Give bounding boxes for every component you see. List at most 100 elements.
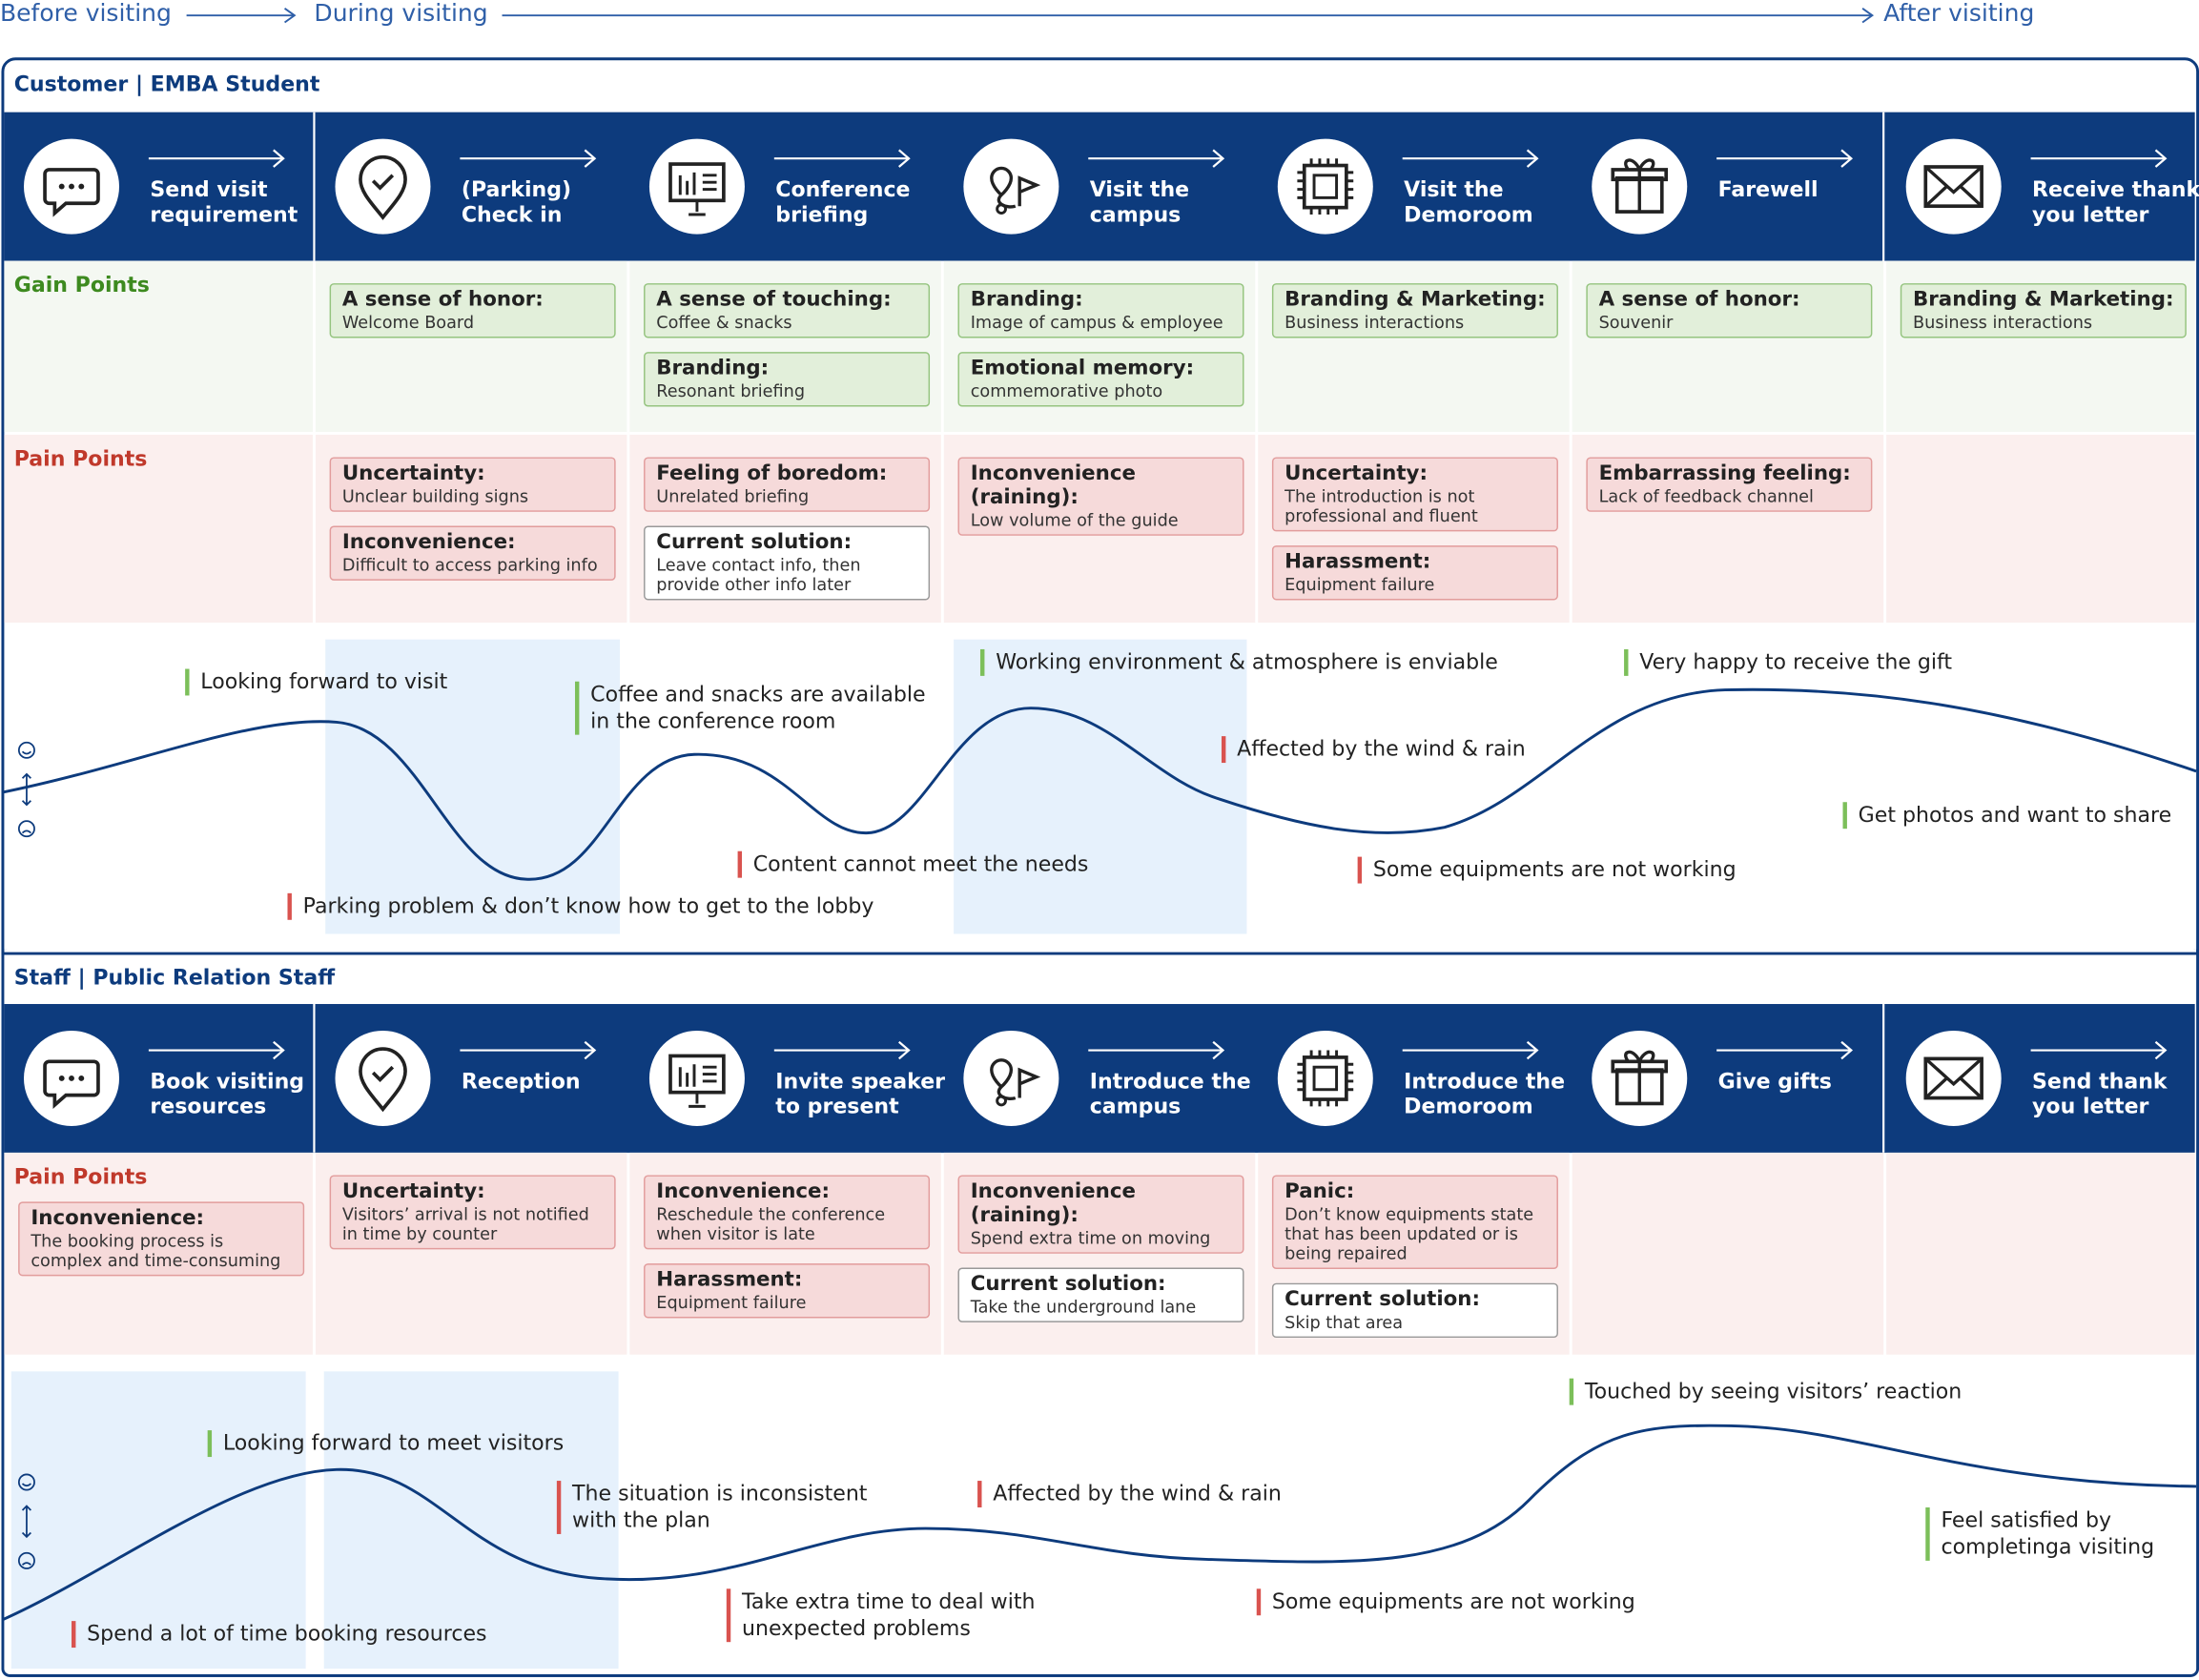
step-icon [24,1030,120,1126]
step-label: Reception [461,1068,581,1095]
step-label: Receive thank you letter [2032,176,2199,228]
card-text: Business interactions [1913,312,2093,333]
card: Feeling of boredom: Unrelated briefing [644,457,931,512]
row-label: Pain Points [13,445,148,472]
emotion-label: Affected by the wind & rain [1221,736,1526,764]
arrow-head [273,1040,285,1060]
icon-circle [1905,1030,2002,1126]
step-icon [648,138,745,235]
phase-label: After visiting [1883,0,2035,29]
updown-icon [21,772,31,807]
card-title: Panic: [1284,1180,1355,1203]
card-title: A sense of touching: [656,288,892,312]
card-title: A sense of honor: [1598,288,1800,312]
card-column: Feeling of boredom: Unrelated briefing Cur… [644,457,931,601]
step-icon [648,1030,745,1126]
card-text: Reschedule the conference when visitor i… [656,1204,886,1244]
phase-label: Before visiting [0,0,172,29]
card-column: Inconvenience: The booking process is com… [18,1201,305,1277]
step-label: Send visit requirement [150,176,298,228]
icon-circle [963,1030,1059,1126]
card-text: Souvenir [1598,312,1674,333]
card-text: Difficult to access parking info [341,555,598,575]
card-column: Branding & Marketing: Business interactio… [1271,283,1558,338]
icon-circle [1277,1030,1373,1126]
card-text: Visitors’ arrival is not notified in tim… [341,1204,589,1244]
card-title: Inconvenience (raining): [970,1180,1136,1227]
arrow-head [273,149,285,168]
arrow-head [1212,1040,1225,1060]
card-title: Current solution: [1284,1288,1481,1312]
row-label: Pain Points [13,1163,148,1190]
arrow-head [584,149,597,168]
card: Inconvenience (raining): Spend extra time… [957,1175,1244,1254]
card-text: Image of campus & employee [970,312,1223,333]
icon-circle [1277,138,1373,235]
step-icon [963,1030,1059,1126]
step-icon [1905,138,2002,235]
card: Current solution: Skip that area [1271,1282,1558,1339]
card-text: Take the underground lane [970,1297,1197,1317]
step-icons [24,1004,2168,1153]
updown-icon [21,1505,31,1539]
highlight [954,639,1247,934]
card-column: Inconvenience: Reschedule the conference … [644,1175,931,1319]
card-column: Inconvenience (raining): Low volume of th… [957,457,1244,536]
step-icon [963,138,1059,235]
card-title: Uncertainty: [341,462,485,485]
card-column: Branding: Image of campus & employee Emoti… [957,283,1244,407]
card: Uncertainty: The introduction is not prof… [1271,457,1558,532]
card: Emotional memory: commemorative photo [957,352,1244,407]
arrow-head [1212,149,1225,168]
card-text: Low volume of the guide [970,510,1179,530]
icon-circle [648,138,745,235]
sad-icon [17,1551,35,1569]
emotion-label: Very happy to receive the gift [1624,648,1952,676]
happy-icon [17,741,35,759]
card-text: Business interactions [1284,312,1465,333]
section-title: Staff | Public Relation Staff [13,964,336,991]
card: Inconvenience: The booking process is com… [18,1201,305,1277]
card: A sense of touching: Coffee & snacks [644,283,931,338]
card-column: Uncertainty: Unclear building signs Inconv… [329,457,616,581]
card: Inconvenience (raining): Low volume of th… [957,457,1244,536]
emotion-label: Feel satisfied by completinga visiting [1925,1507,2187,1561]
card: Branding: Resonant briefing [644,352,931,407]
card-title: A sense of honor: [341,288,544,312]
card: Branding: Image of campus & employee [957,283,1244,338]
emotion-label: Affected by the wind & rain [977,1481,1282,1508]
card-column: Panic: Don’t know equipments state that h… [1271,1175,1558,1339]
row-cell [4,260,313,432]
card-title: Branding: [970,288,1083,312]
card: Branding & Marketing: Business interactio… [1900,283,2187,338]
card-title: Current solution: [656,531,853,554]
card: A sense of honor: Welcome Board [329,283,616,338]
emotion-label: Content cannot meet the needs [737,850,1088,878]
card-column: Branding & Marketing: Business interactio… [1900,283,2187,338]
card: Branding & Marketing: Business interactio… [1271,283,1558,338]
card-title: Inconvenience: [656,1180,831,1203]
card: Uncertainty: Visitors’ arrival is not not… [329,1175,616,1250]
card: Current solution: Take the underground la… [957,1267,1244,1322]
card: Panic: Don’t know equipments state that h… [1271,1175,1558,1269]
card-text: commemorative photo [970,381,1163,401]
section-title: Customer | EMBA Student [13,72,320,97]
row-cell [1886,1152,2195,1355]
row-cell [1886,434,2195,623]
highlight [10,1371,306,1670]
arrow-head [1840,149,1854,168]
step-icon [1592,138,1688,235]
card-text: Skip that area [1284,1312,1404,1333]
card-text: Equipment failure [656,1292,807,1313]
step-label: Invite speaker to present [775,1068,946,1119]
arrow-head [1840,1040,1854,1060]
card-title: Uncertainty: [1284,462,1428,485]
arrow-head [1526,149,1539,168]
card: Harassment: Equipment failure [644,1263,931,1319]
emotion-curve [2,1424,2197,1622]
card-column: Inconvenience (raining): Spend extra time… [957,1175,1244,1322]
emotion-label: Some equipments are not working [1256,1588,1635,1616]
emotion-label: Working environment & atmosphere is envi… [980,648,1498,676]
arrow-head [898,149,911,168]
